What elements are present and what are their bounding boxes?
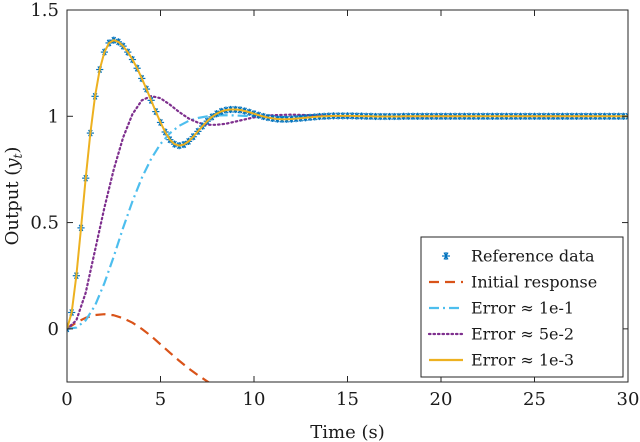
series-layer xyxy=(67,36,628,382)
y-tick-label: 0 xyxy=(48,319,59,340)
legend-entry: Reference data xyxy=(442,247,595,266)
legend-label: Initial response xyxy=(471,273,597,292)
x-tick-label: 25 xyxy=(523,389,546,410)
legend-label: Reference data xyxy=(471,247,595,266)
legend-label: Error ≈ 1e-3 xyxy=(471,351,574,370)
legend-entry: Error ≈ 5e-2 xyxy=(427,325,574,344)
x-tick-label: 5 xyxy=(155,389,166,410)
series-line-initial-response xyxy=(67,313,211,382)
x-axis-label: Time (s) xyxy=(310,422,385,442)
x-tick-label: 0 xyxy=(61,389,72,410)
y-tick-label: 0.5 xyxy=(30,213,59,234)
x-tick-label: 10 xyxy=(243,389,266,410)
legend-entry: Error ≈ 1e-1 xyxy=(429,299,574,318)
legend-entry: Initial response xyxy=(429,273,597,292)
legend-marker xyxy=(442,252,450,260)
y-axis-label: Output (yt) xyxy=(2,147,25,246)
tick-layer: 0 5 10 15 20 25 30 0 0.5 1 1.5 xyxy=(30,0,639,410)
x-tick-label: 20 xyxy=(430,389,453,410)
legend-label: Error ≈ 1e-1 xyxy=(471,299,574,318)
legend: Reference data Initial response Error ≈ 1e… xyxy=(420,236,624,378)
y-tick-label: 1 xyxy=(48,106,59,127)
series-line-error-1e-3 xyxy=(67,39,628,330)
x-tick-label: 15 xyxy=(336,389,359,410)
legend-entry: Error ≈ 1e-3 xyxy=(429,351,574,370)
y-tick-label: 1.5 xyxy=(30,0,59,21)
legend-label: Error ≈ 5e-2 xyxy=(471,325,574,344)
x-tick-label: 30 xyxy=(617,389,640,410)
